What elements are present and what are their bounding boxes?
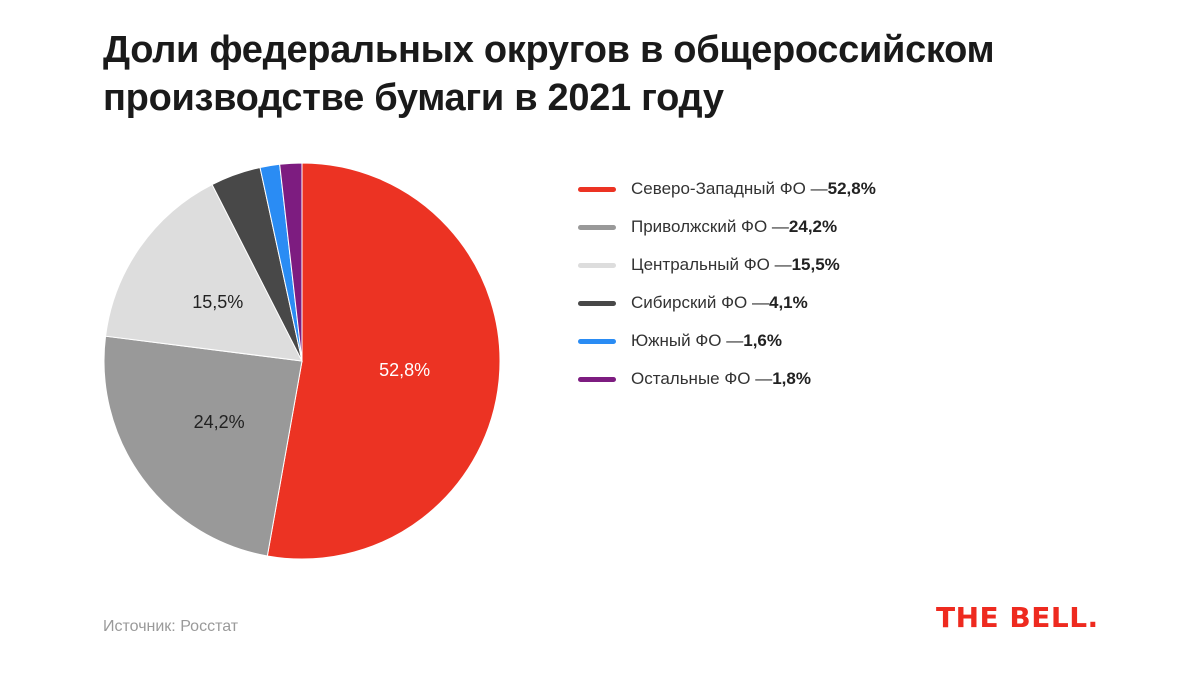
pie-slice-1 [103, 335, 303, 557]
legend-label: Южный ФО — [631, 331, 744, 350]
pie-slice-2 [105, 183, 303, 362]
legend-swatch [578, 224, 616, 230]
the-bell-logo: THE BELL. [936, 601, 1099, 634]
pie-slice-5 [279, 162, 303, 362]
legend-value: 1,6% [743, 331, 782, 350]
chart-title: Доли федеральных округов в общероссийско… [103, 29, 995, 119]
pie-slice-0 [266, 162, 501, 560]
source-note: Источник: Росстат [103, 618, 239, 635]
legend-item-4: Южный ФО — 1,6% [578, 322, 876, 360]
legend-swatch [578, 300, 616, 306]
legend-value: 24,2% [788, 217, 838, 236]
pie-slice-label-1: 24,2% [194, 412, 245, 432]
legend-swatch [578, 338, 616, 344]
pie-chart: 52,8% 24,2% 15,5% [103, 162, 501, 560]
legend-label: Приволжский ФО — [631, 217, 789, 236]
legend-label: Северо-Западный ФО — [631, 179, 828, 198]
legend-item-2: Центральный ФО — 15,5% [578, 246, 876, 284]
legend-item-3: Сибирский ФО — 4,1% [578, 284, 876, 322]
legend-label: Сибирский ФО — [631, 293, 769, 312]
legend-item-5: Остальные ФО — 1,8% [578, 360, 876, 398]
legend-swatch [578, 262, 616, 268]
legend-value: 1,8% [772, 369, 811, 388]
legend-label: Центральный ФО — [631, 255, 792, 274]
legend-label: Остальные ФО — [631, 369, 773, 388]
legend-item-0: Северо-Западный ФО — 52,8% [578, 170, 876, 208]
legend-swatch [578, 376, 616, 382]
legend-value: 4,1% [768, 293, 808, 312]
legend-value: 15,5% [791, 255, 840, 274]
legend-swatch [578, 186, 616, 192]
legend-item-1: Приволжский ФО — 24,2% [578, 208, 876, 246]
pie-slice-label-2: 15,5% [192, 292, 243, 312]
legend-value: 52,8% [827, 179, 876, 198]
pie-slice-label-0: 52,8% [379, 360, 430, 380]
chart-legend: Северо-Западный ФО — 52,8% Приволжский ФО… [578, 170, 876, 398]
